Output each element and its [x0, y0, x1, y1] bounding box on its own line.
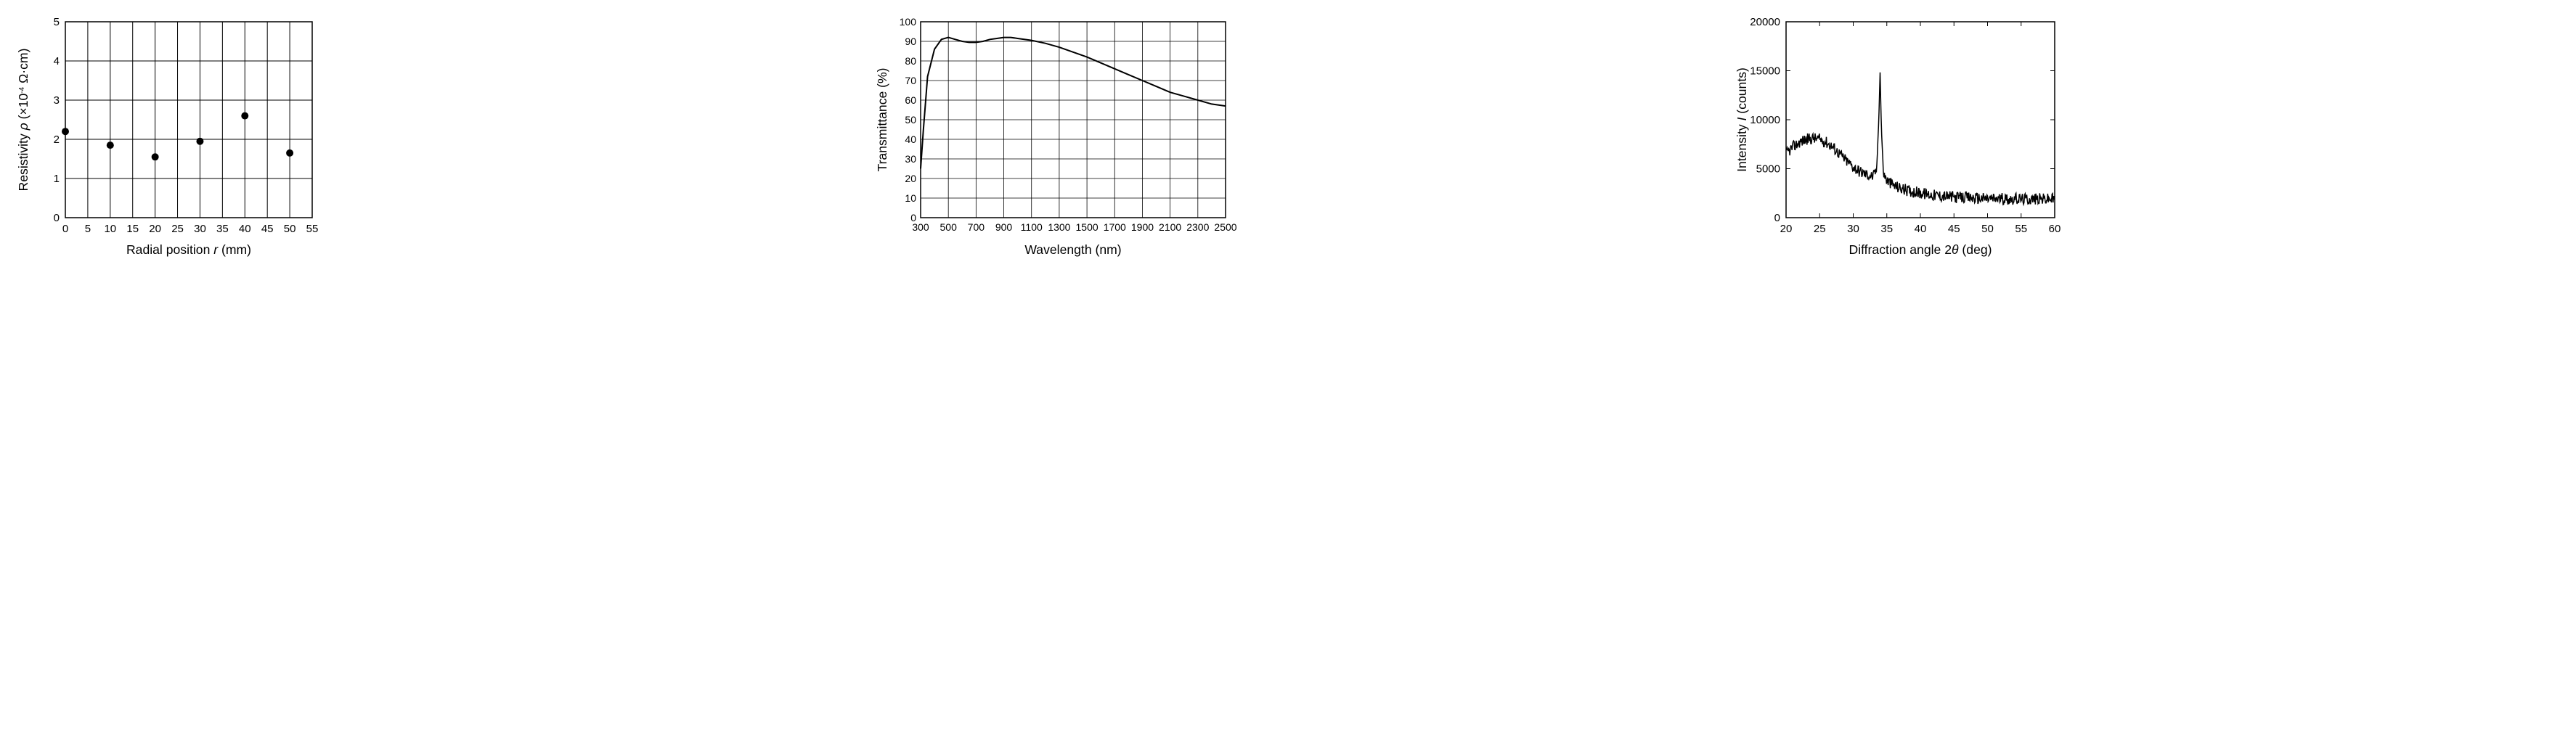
svg-text:10000: 10000	[1750, 114, 1781, 126]
svg-text:900: 900	[995, 221, 1013, 233]
svg-text:5: 5	[54, 16, 60, 28]
svg-text:100: 100	[899, 16, 916, 28]
svg-text:40: 40	[1915, 223, 1927, 235]
svg-text:0: 0	[1774, 212, 1780, 224]
svg-text:35: 35	[1881, 223, 1894, 235]
svg-text:20000: 20000	[1750, 16, 1781, 28]
svg-text:1500: 1500	[1075, 221, 1098, 233]
svg-text:60: 60	[2049, 223, 2061, 235]
svg-text:1: 1	[54, 173, 60, 185]
svg-text:80: 80	[905, 55, 916, 67]
svg-text:45: 45	[1948, 223, 1960, 235]
svg-text:55: 55	[306, 223, 319, 235]
svg-text:30: 30	[1848, 223, 1860, 235]
svg-text:45: 45	[261, 223, 274, 235]
svg-text:2300: 2300	[1186, 221, 1209, 233]
svg-text:50: 50	[1982, 223, 1994, 235]
svg-text:4: 4	[54, 55, 60, 67]
svg-text:5000: 5000	[1756, 163, 1780, 176]
svg-text:30: 30	[194, 223, 206, 235]
svg-text:20: 20	[905, 173, 916, 184]
svg-text:1700: 1700	[1103, 221, 1125, 233]
svg-text:700: 700	[967, 221, 985, 233]
svg-text:Diffraction angle 2θ (deg): Diffraction angle 2θ (deg)	[1849, 242, 1992, 257]
svg-text:40: 40	[905, 134, 916, 145]
svg-text:10: 10	[905, 192, 916, 204]
transmittance-chart: 3005007009001100130015001700190021002300…	[873, 15, 1703, 261]
svg-text:20: 20	[149, 223, 161, 235]
svg-text:60: 60	[905, 94, 916, 106]
svg-text:Resistivity ρ (×10-4 Ω·cm): Resistivity ρ (×10-4 Ω·cm)	[16, 49, 30, 192]
svg-text:1900: 1900	[1131, 221, 1154, 233]
svg-text:30: 30	[905, 153, 916, 165]
svg-text:25: 25	[1814, 223, 1826, 235]
svg-text:3: 3	[54, 94, 60, 107]
svg-text:50: 50	[905, 114, 916, 126]
svg-text:2: 2	[54, 134, 60, 146]
svg-text:Radial position r (mm): Radial position r (mm)	[126, 242, 251, 257]
xrd-chart: 20 25 30 35 40 45 50 55 60 0 5000 10000 15000 20000 Di…	[1732, 15, 2561, 261]
svg-text:90: 90	[905, 36, 916, 47]
svg-text:0: 0	[910, 212, 916, 223]
resistivity-chart: 0510152025303540455055012345Radial posit…	[15, 15, 844, 261]
svg-text:40: 40	[239, 223, 251, 235]
svg-text:Transmittance (%): Transmittance (%)	[875, 67, 889, 171]
svg-text:55: 55	[2015, 223, 2028, 235]
svg-text:0: 0	[62, 223, 68, 235]
svg-text:25: 25	[171, 223, 184, 235]
svg-text:1300: 1300	[1048, 221, 1070, 233]
svg-text:Wavelength (nm): Wavelength (nm)	[1024, 242, 1121, 257]
svg-text:15000: 15000	[1750, 65, 1781, 78]
svg-text:0: 0	[54, 212, 60, 224]
svg-text:2100: 2100	[1159, 221, 1181, 233]
svg-text:1100: 1100	[1020, 221, 1042, 233]
svg-text:2500: 2500	[1214, 221, 1236, 233]
svg-text:50: 50	[284, 223, 296, 235]
svg-text:Intensity I (counts): Intensity I (counts)	[1735, 67, 1749, 172]
svg-text:35: 35	[216, 223, 229, 235]
svg-text:500: 500	[939, 221, 957, 233]
svg-text:70: 70	[905, 75, 916, 86]
svg-text:5: 5	[85, 223, 91, 235]
svg-text:20: 20	[1780, 223, 1793, 235]
svg-text:15: 15	[126, 223, 139, 235]
svg-text:10: 10	[104, 223, 116, 235]
